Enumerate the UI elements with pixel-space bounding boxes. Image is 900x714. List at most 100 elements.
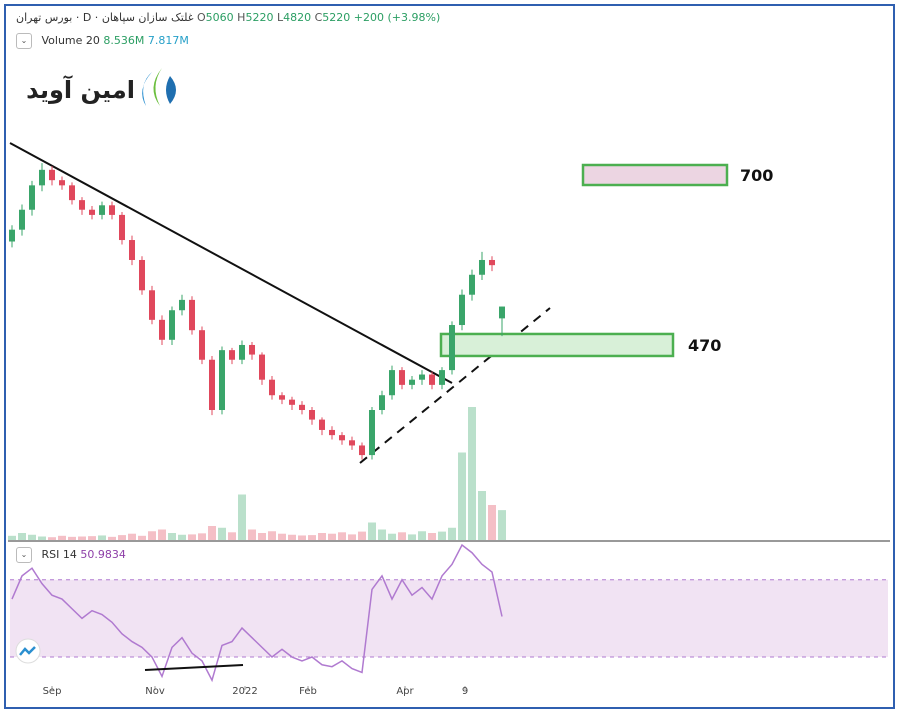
tv-badge-icon <box>19 646 36 656</box>
candle-body <box>499 306 505 319</box>
level-label: 700 <box>740 166 773 185</box>
candle-body <box>219 350 225 411</box>
collapse-button[interactable]: ⌄ <box>16 33 32 49</box>
volume-bar <box>348 534 356 540</box>
candle-body <box>289 399 295 405</box>
volume-bar <box>188 534 196 540</box>
quote-label: L <box>276 11 284 24</box>
quote-value: 4820 <box>283 11 312 24</box>
candle-body <box>169 310 175 340</box>
rsi-value: 50.9834 <box>80 548 126 561</box>
candle-body <box>489 259 495 266</box>
volume-bar <box>228 532 236 540</box>
volume-bar <box>178 534 186 540</box>
volume-bar <box>278 533 286 540</box>
volume-bar <box>308 535 316 540</box>
rsi-line <box>11 543 503 683</box>
candle-body <box>129 240 135 260</box>
candle-body <box>109 205 115 215</box>
volume-bar <box>388 533 396 540</box>
candle-body <box>439 370 445 385</box>
candle-body <box>149 290 155 320</box>
trend-line <box>9 142 453 384</box>
logo: امین آوید <box>26 68 176 106</box>
header-row: بورس تهران · D · غلتک سازان سپاهان O5060… <box>16 11 441 24</box>
volume-bar <box>248 529 256 540</box>
candle-body <box>309 410 315 420</box>
candle-body <box>449 325 455 371</box>
candle-body <box>209 359 215 411</box>
exchange: بورس تهران <box>16 11 73 24</box>
support-line <box>359 307 551 464</box>
level-zone <box>581 163 729 187</box>
volume-ma: 7.817M <box>147 34 189 47</box>
candle-body <box>469 274 475 295</box>
x-tick-label: Sep <box>43 686 62 697</box>
candle-body <box>249 344 255 355</box>
volume-bar <box>458 452 466 540</box>
volume-bar <box>168 533 176 540</box>
candle-body <box>279 395 285 400</box>
volume-bar <box>38 536 46 540</box>
volume-bar <box>398 532 406 540</box>
candle-body <box>99 205 105 215</box>
volume-bar <box>318 533 326 540</box>
volume-legend: ⌄ Volume 20 8.536M 7.817M <box>16 33 189 49</box>
candle-body <box>179 299 185 311</box>
x-tick-label: 9 <box>462 686 468 697</box>
volume-bar <box>238 494 246 540</box>
volume-bar <box>498 510 506 540</box>
volume-bar <box>338 532 346 540</box>
logo-icon <box>166 76 176 104</box>
candle-body <box>319 419 325 430</box>
volume-bar <box>288 534 296 540</box>
volume-bar <box>58 535 66 540</box>
candle-body <box>419 374 425 380</box>
logo-icon <box>142 72 152 106</box>
volume-bar <box>128 533 136 540</box>
level-zone <box>439 332 675 358</box>
quote-label: O <box>197 11 206 24</box>
volume-bar <box>478 491 486 540</box>
volume-bar <box>328 533 336 540</box>
volume-label: Volume 20 <box>41 34 100 47</box>
volume-bar <box>18 533 26 540</box>
rsi-legend: ⌄ RSI 14 50.9834 <box>16 547 126 563</box>
quote-value: 5220 <box>245 11 274 24</box>
volume-bar <box>158 529 166 540</box>
quote-value: 5220 <box>322 11 351 24</box>
candle-body <box>89 209 95 215</box>
tv-badge <box>15 638 41 664</box>
candle-body <box>389 370 395 396</box>
candle-body <box>239 344 245 360</box>
quote-label: H <box>237 11 246 24</box>
volume-bar <box>408 534 416 540</box>
volume-bar <box>48 537 56 540</box>
candle-body <box>39 169 45 186</box>
candle-body <box>299 404 305 411</box>
candle-body <box>379 395 385 411</box>
candle-body <box>69 185 75 201</box>
candle-body <box>409 379 415 385</box>
candle-body <box>259 354 265 380</box>
quote-value: 5060 <box>205 11 234 24</box>
volume-bar <box>298 535 306 540</box>
collapse-button[interactable]: ⌄ <box>16 547 32 563</box>
volume-bar <box>78 536 86 540</box>
candle-body <box>9 229 15 242</box>
volume-bar <box>138 535 146 540</box>
volume-bar <box>378 529 386 540</box>
volume-bar <box>68 536 76 540</box>
volume-bar <box>268 531 276 540</box>
candle-body <box>479 259 485 275</box>
volume-bar <box>448 527 456 540</box>
frame <box>4 4 895 709</box>
candle-body <box>229 350 235 360</box>
volume-bar <box>108 536 116 540</box>
volume-bar <box>428 533 436 540</box>
volume-bar <box>488 505 496 540</box>
volume-bar <box>208 526 216 540</box>
candle-body <box>269 379 275 396</box>
